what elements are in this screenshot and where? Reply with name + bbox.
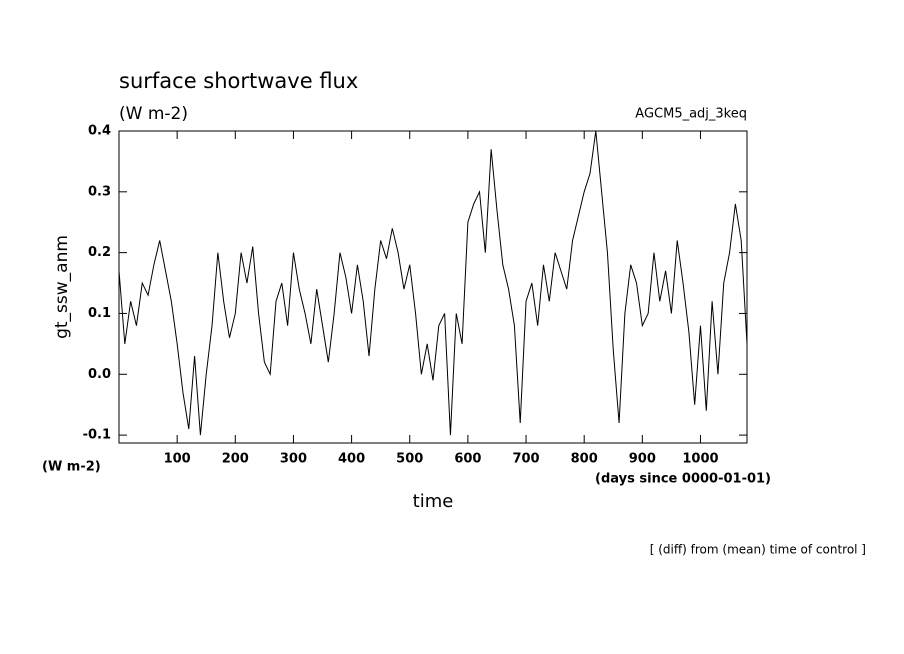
x-tick-label: 800 — [571, 452, 598, 467]
y-unit: (W m-2) — [42, 460, 101, 475]
annotation: AGCM5_adj_3keq — [635, 107, 747, 122]
x-tick-label: 500 — [396, 452, 423, 467]
x-tick-label: 300 — [280, 452, 307, 467]
x-tick-label: 700 — [512, 452, 539, 467]
y-axis-label: gt_ssw_anm — [52, 235, 72, 339]
y-tick-label: -0.1 — [83, 428, 111, 443]
x-tick-label: 1000 — [682, 452, 718, 467]
y-tick-label: 0.0 — [88, 367, 111, 382]
x-tick-label: 900 — [629, 452, 656, 467]
y-tick-label: 0.3 — [88, 184, 111, 199]
x-tick-label: 400 — [338, 452, 365, 467]
data-line — [118, 130, 748, 436]
subtitle: (W m-2) — [119, 104, 188, 124]
x-tick-label: 600 — [454, 452, 481, 467]
y-tick-label: 0.1 — [88, 306, 111, 321]
x-axis-label: time — [413, 491, 454, 512]
y-tick-label: 0.4 — [88, 124, 111, 139]
plot-frame — [118, 130, 748, 444]
chart-title: surface shortwave flux — [119, 69, 358, 93]
x-unit: (days since 0000-01-01) — [595, 472, 771, 487]
footnote: [ (diff) from (mean) time of control ] — [650, 543, 866, 557]
y-tick-label: 0.2 — [88, 245, 111, 260]
x-tick-label: 100 — [164, 452, 191, 467]
x-tick-label: 200 — [222, 452, 249, 467]
